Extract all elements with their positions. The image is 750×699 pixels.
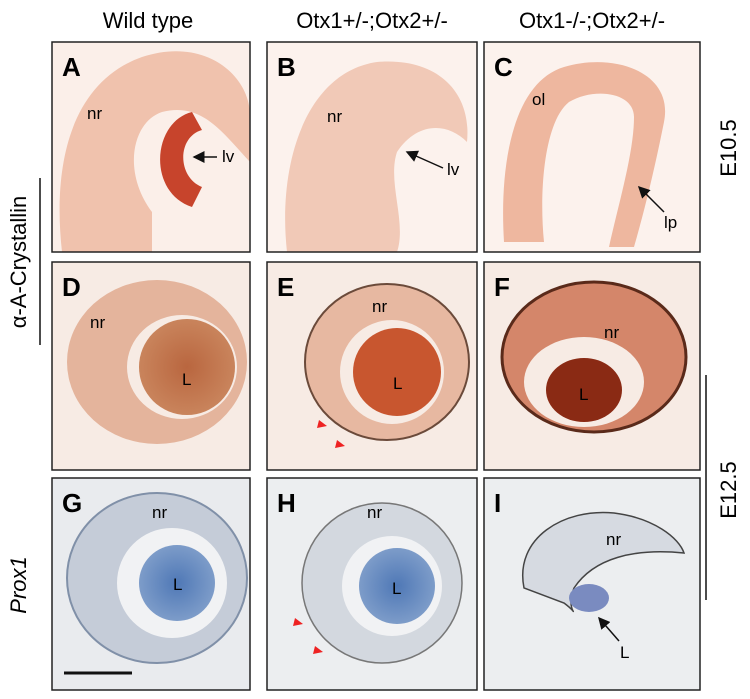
row-label: E10.5 (716, 119, 741, 177)
annotation: L (392, 579, 401, 598)
annotation: nr (604, 323, 619, 342)
annotation: L (579, 385, 588, 404)
row-label: E12.5 (716, 461, 741, 519)
annotation: L (182, 370, 191, 389)
column-header: Otx1-/-;Otx2+/- (519, 8, 665, 33)
annotation: L (620, 643, 629, 662)
annotation: nr (87, 104, 102, 123)
annotation: lv (447, 160, 460, 179)
panel: F nr L (483, 261, 701, 471)
panel: B nr lv (266, 41, 478, 253)
panel-letter: C (494, 52, 513, 82)
panel: G nr L (51, 477, 251, 691)
panel-letter: B (277, 52, 296, 82)
panel: I nr L (483, 477, 701, 691)
annotation: lp (664, 213, 677, 232)
annotation: nr (327, 107, 342, 126)
annotation: nr (606, 530, 621, 549)
panel-letter: I (494, 488, 501, 518)
annotation: lv (222, 147, 235, 166)
panel-letter: F (494, 272, 510, 302)
annotation: L (173, 575, 182, 594)
annotation: nr (152, 503, 167, 522)
panel-letter: A (62, 52, 81, 82)
row-label: Prox1 (6, 556, 31, 613)
row-label: α-A-Crystallin (6, 196, 31, 329)
panel-letter: E (277, 272, 294, 302)
panel: C ol lp (483, 41, 701, 253)
panel: D nr L (51, 261, 251, 471)
annotation: nr (367, 503, 382, 522)
annotation: nr (90, 313, 105, 332)
panel-letter: G (62, 488, 82, 518)
panel: E nr L (266, 261, 478, 471)
panel-letter: D (62, 272, 81, 302)
panel: H nr L (266, 477, 478, 691)
panel: A nr lv (51, 41, 251, 253)
column-header: Otx1+/-;Otx2+/- (296, 8, 448, 33)
panel-letter: H (277, 488, 296, 518)
column-header: Wild type (103, 8, 193, 33)
annotation: L (393, 374, 402, 393)
annotation: nr (372, 297, 387, 316)
annotation: ol (532, 90, 545, 109)
